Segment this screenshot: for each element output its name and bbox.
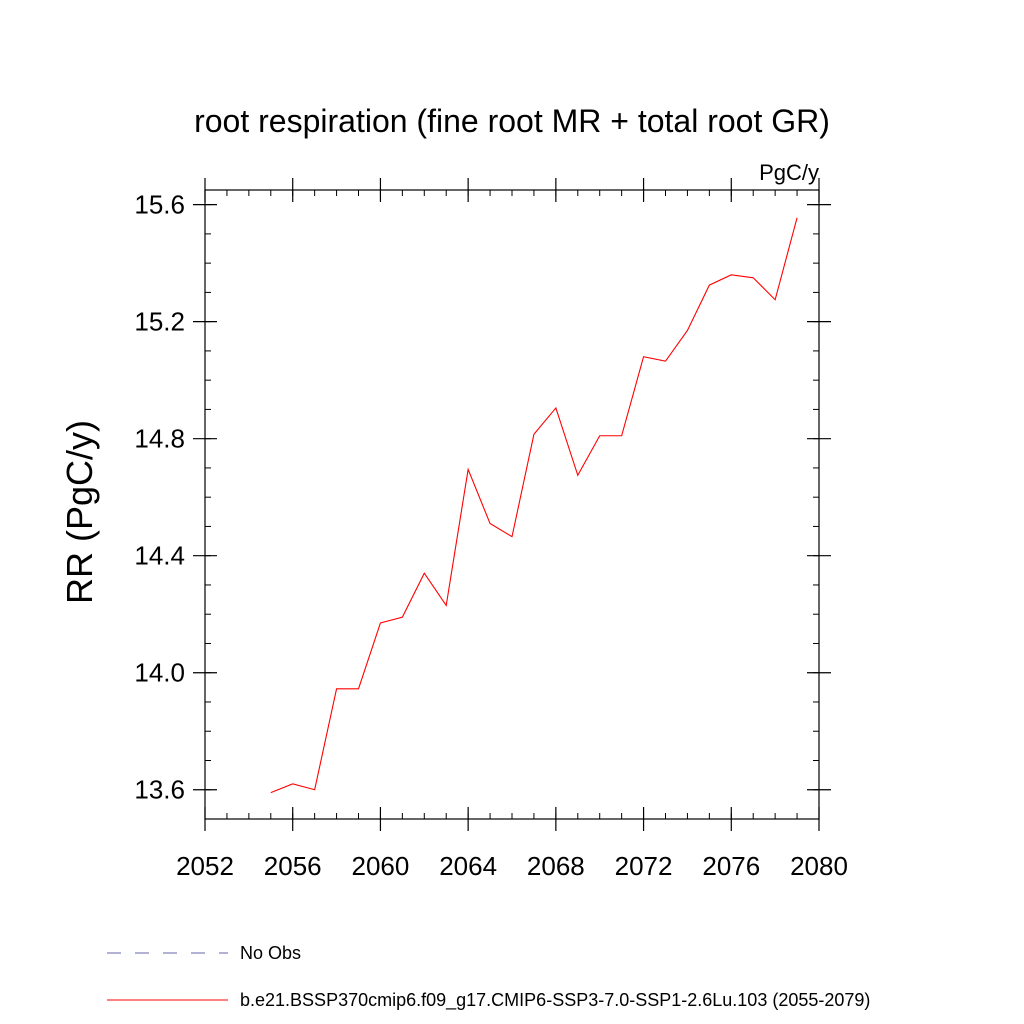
legend-label: No Obs bbox=[240, 943, 301, 963]
chart-title: root respiration (fine root MR + total r… bbox=[194, 103, 830, 139]
x-tick-label: 2052 bbox=[176, 851, 234, 881]
x-tick-label: 2068 bbox=[527, 851, 585, 881]
y-tick-label: 13.6 bbox=[134, 775, 185, 805]
legend: No Obs b.e21.BSSP370cmip6.f09_g17.CMIP6-S… bbox=[107, 943, 870, 1011]
y-axis-label: RR (PgC/y) bbox=[59, 420, 100, 604]
y-tick-label: 15.2 bbox=[134, 307, 185, 337]
plot-frame bbox=[204, 189, 820, 820]
y-tick-label: 14.4 bbox=[134, 541, 185, 571]
x-tick-label: 2056 bbox=[264, 851, 322, 881]
x-tick-label: 2072 bbox=[615, 851, 673, 881]
x-tick-label: 2076 bbox=[702, 851, 760, 881]
y-tick-label: 14.8 bbox=[134, 424, 185, 454]
y-tick-label: 14.0 bbox=[134, 658, 185, 688]
legend-label: b.e21.BSSP370cmip6.f09_g17.CMIP6-SSP3-7.… bbox=[240, 990, 870, 1011]
x-tick-label: 2080 bbox=[790, 851, 848, 881]
y-tick-label: 15.6 bbox=[134, 190, 185, 220]
x-tick-label: 2064 bbox=[439, 851, 497, 881]
plot-area: 13.6 14.0 14.4 14.8 15.2 15.6 2052 2056 2060 2064… bbox=[134, 178, 848, 881]
x-tick-label: 2060 bbox=[352, 851, 410, 881]
units-label: PgC/y bbox=[759, 160, 819, 185]
series-line-1 bbox=[270, 217, 798, 794]
